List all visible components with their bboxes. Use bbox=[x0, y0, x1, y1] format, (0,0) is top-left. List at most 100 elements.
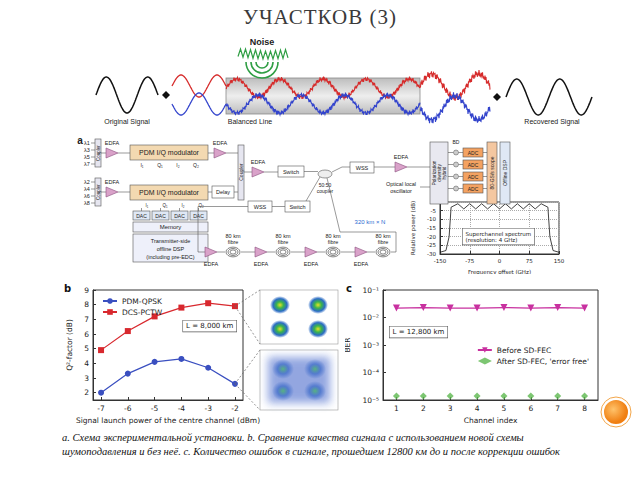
svg-text:λ5: λ5 bbox=[84, 154, 90, 160]
svg-text:Coupler: Coupler bbox=[238, 163, 244, 181]
svg-text:Q₂: Q₂ bbox=[193, 162, 199, 168]
svg-text:EDFA: EDFA bbox=[105, 140, 120, 146]
svg-text:8: 8 bbox=[84, 300, 89, 309]
svg-text:3: 3 bbox=[84, 374, 89, 383]
svg-text:Q₁: Q₁ bbox=[157, 162, 163, 168]
svg-text:λ2: λ2 bbox=[84, 179, 90, 185]
svg-text:EDFA: EDFA bbox=[304, 261, 319, 267]
svg-text:-30: -30 bbox=[427, 251, 436, 257]
svg-text:-20: -20 bbox=[427, 234, 436, 240]
svg-text:ADC: ADC bbox=[468, 174, 479, 180]
svg-text:I₁: I₁ bbox=[140, 162, 143, 168]
svg-text:9: 9 bbox=[84, 286, 89, 295]
svg-text:(resolution: 4 GHz): (resolution: 4 GHz) bbox=[466, 237, 518, 243]
svg-text:Optical local: Optical local bbox=[386, 181, 416, 187]
svg-text:5: 5 bbox=[502, 404, 507, 413]
svg-text:fibre: fibre bbox=[328, 239, 339, 245]
svg-text:Q₁: Q₁ bbox=[162, 203, 168, 208]
svg-text:hybrid: hybrid bbox=[442, 166, 447, 179]
svg-text:0: 0 bbox=[498, 258, 502, 264]
svg-text:(including pre-EDC): (including pre-EDC) bbox=[146, 254, 194, 260]
svg-text:Offline DSP: Offline DSP bbox=[502, 159, 508, 186]
svg-text:EDFA: EDFA bbox=[251, 159, 266, 165]
svg-text:Coupler: Coupler bbox=[96, 184, 101, 200]
svg-text:DAC: DAC bbox=[193, 213, 204, 219]
svg-text:Recovered Signal: Recovered Signal bbox=[524, 118, 580, 126]
svg-text:fibre: fibre bbox=[228, 239, 239, 245]
svg-text:BER: BER bbox=[345, 337, 352, 352]
svg-text:80 km: 80 km bbox=[376, 233, 391, 239]
svg-text:10⁻¹: 10⁻¹ bbox=[362, 286, 379, 295]
svg-text:Relative power (dB): Relative power (dB) bbox=[410, 201, 417, 255]
svg-text:10⁻⁵: 10⁻⁵ bbox=[362, 396, 379, 405]
svg-text:λ7: λ7 bbox=[84, 161, 90, 167]
svg-text:10⁻²: 10⁻² bbox=[362, 313, 379, 322]
svg-text:-75: -75 bbox=[465, 258, 474, 264]
svg-text:λ4: λ4 bbox=[84, 186, 90, 192]
svg-text:oscillator: oscillator bbox=[390, 188, 412, 194]
svg-text:-6: -6 bbox=[124, 404, 132, 413]
svg-text:L = 12,800 km: L = 12,800 km bbox=[393, 328, 445, 336]
svg-text:-15: -15 bbox=[427, 225, 436, 231]
svg-text:80 km: 80 km bbox=[226, 233, 241, 239]
svg-text:ADC: ADC bbox=[468, 186, 479, 192]
svg-text:Q²-factor (dB): Q²-factor (dB) bbox=[65, 319, 74, 371]
svg-text:Original Signal: Original Signal bbox=[104, 118, 150, 126]
svg-text:10⁻³: 10⁻³ bbox=[362, 341, 379, 350]
svg-text:Frequency offset (GHz): Frequency offset (GHz) bbox=[468, 269, 531, 274]
svg-text:Signal launch power of the cen: Signal launch power of the centre channe… bbox=[76, 416, 260, 425]
svg-text:320 km × N: 320 km × N bbox=[355, 219, 386, 225]
svg-text:EDFA: EDFA bbox=[254, 261, 269, 267]
svg-text:1: 1 bbox=[394, 404, 399, 413]
svg-text:Before SD-FEC: Before SD-FEC bbox=[497, 346, 551, 355]
svg-text:I₁: I₁ bbox=[146, 203, 149, 208]
svg-text:DAC: DAC bbox=[136, 213, 147, 219]
svg-text:Channel index: Channel index bbox=[464, 416, 518, 425]
svg-text:λ8: λ8 bbox=[84, 200, 90, 206]
svg-text:Transmitter-side: Transmitter-side bbox=[151, 238, 191, 244]
svg-text:7: 7 bbox=[84, 315, 89, 324]
svg-text:PDM I/Q modulator: PDM I/Q modulator bbox=[139, 189, 200, 197]
svg-text:7: 7 bbox=[555, 404, 560, 413]
svg-text:-150: -150 bbox=[434, 258, 447, 264]
svg-text:-10: -10 bbox=[427, 216, 436, 222]
svg-text:3: 3 bbox=[448, 404, 453, 413]
svg-text:PDM-QPSK: PDM-QPSK bbox=[122, 297, 163, 306]
svg-text:PDM I/Q modulator: PDM I/Q modulator bbox=[139, 149, 200, 157]
svg-text:coupler: coupler bbox=[317, 188, 334, 194]
svg-text:50:50: 50:50 bbox=[319, 182, 332, 188]
svg-text:-25: -25 bbox=[427, 242, 436, 248]
svg-text:0: 0 bbox=[433, 199, 437, 205]
svg-text:ADC: ADC bbox=[468, 162, 479, 168]
svg-text:75: 75 bbox=[526, 258, 533, 264]
svg-text:-3: -3 bbox=[204, 404, 212, 413]
svg-text:DCS-PCTW: DCS-PCTW bbox=[122, 308, 163, 317]
svg-text:6: 6 bbox=[84, 330, 89, 339]
svg-text:4: 4 bbox=[475, 404, 480, 413]
svg-text:Memory: Memory bbox=[160, 224, 182, 230]
svg-text:diversity: diversity bbox=[437, 164, 442, 182]
svg-text:150: 150 bbox=[554, 258, 565, 264]
svg-text:80-GS/s scope: 80-GS/s scope bbox=[489, 156, 495, 189]
svg-text:After SD-FEC, 'error free': After SD-FEC, 'error free' bbox=[497, 357, 589, 366]
svg-text:WSS: WSS bbox=[356, 165, 369, 171]
svg-text:Delay: Delay bbox=[216, 189, 230, 195]
svg-text:L = 8,000 km: L = 8,000 km bbox=[186, 322, 234, 330]
svg-text:EDFA: EDFA bbox=[394, 154, 409, 160]
svg-text:-7: -7 bbox=[97, 404, 105, 413]
svg-text:80 km: 80 km bbox=[326, 233, 341, 239]
svg-text:Noise: Noise bbox=[250, 37, 275, 47]
svg-text:2: 2 bbox=[84, 388, 89, 397]
svg-text:-5: -5 bbox=[431, 208, 437, 214]
svg-text:I₂: I₂ bbox=[176, 162, 179, 168]
svg-text:Switch: Switch bbox=[283, 169, 299, 175]
svg-text:BD: BD bbox=[453, 139, 460, 145]
svg-text:2: 2 bbox=[421, 404, 426, 413]
svg-text:Switch: Switch bbox=[289, 204, 305, 210]
svg-text:6: 6 bbox=[528, 404, 533, 413]
svg-text:Balanced Line: Balanced Line bbox=[228, 118, 272, 125]
svg-text:λ3: λ3 bbox=[84, 147, 90, 153]
svg-text:5: 5 bbox=[84, 344, 89, 353]
svg-text:8: 8 bbox=[582, 404, 587, 413]
svg-text:fibre: fibre bbox=[278, 239, 289, 245]
